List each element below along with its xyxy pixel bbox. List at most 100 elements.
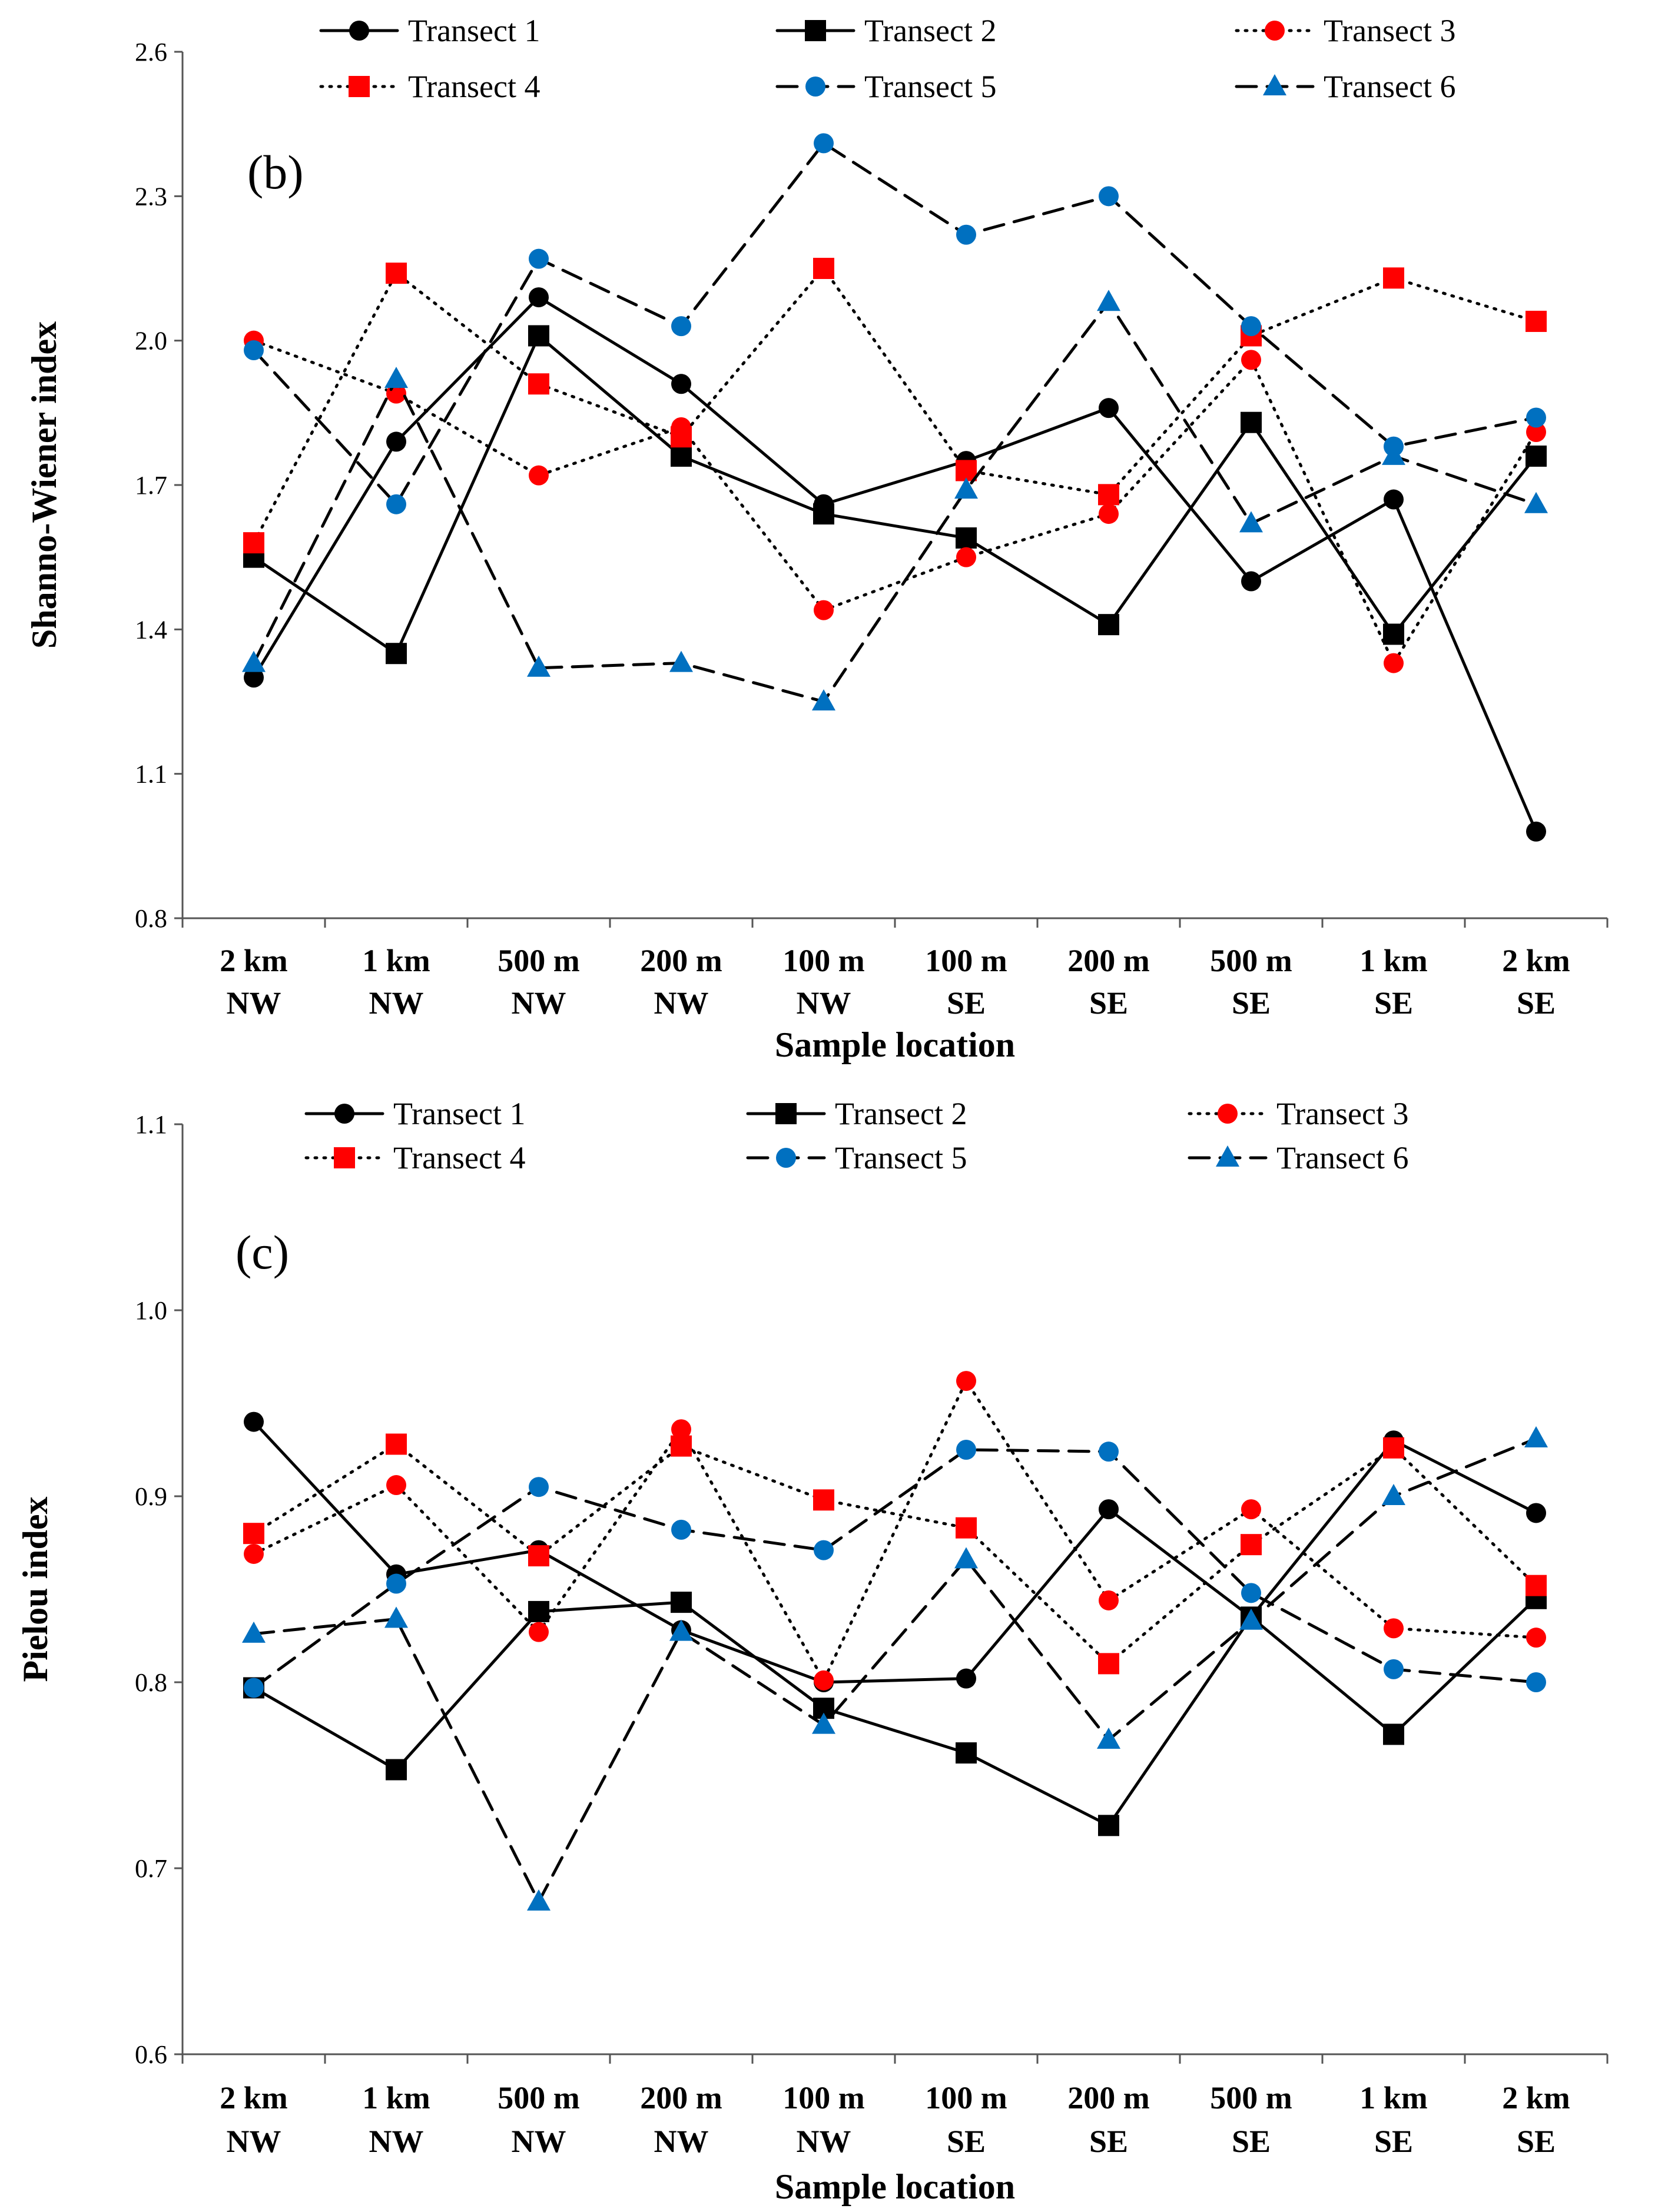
- data-point: [814, 600, 834, 620]
- data-point: [527, 1889, 551, 1911]
- legend-item: Transect 6: [1235, 69, 1456, 104]
- data-point: [671, 1519, 691, 1540]
- data-point: [671, 1435, 692, 1457]
- data-point: [1524, 1426, 1548, 1448]
- legend-item: Transect 1: [319, 13, 540, 48]
- data-point: [1526, 445, 1547, 467]
- legend-marker: [349, 21, 369, 41]
- x-category-label: 500 m SE: [1210, 943, 1292, 1021]
- legend-item: Transect 2: [775, 13, 997, 48]
- x-category-label: 2 km NW: [220, 943, 288, 1021]
- data-point: [956, 1440, 976, 1460]
- data-point: [386, 494, 406, 514]
- data-point: [1099, 1590, 1119, 1610]
- x-category-label: 1 km NW: [362, 943, 430, 1021]
- legend-label: Transect 4: [408, 69, 540, 104]
- legend-marker: [1218, 1104, 1238, 1124]
- y-tick-label: 0.7: [135, 1854, 167, 1883]
- y-tick-label: 1.4: [135, 615, 167, 644]
- data-point: [1526, 1672, 1546, 1692]
- data-point: [1097, 290, 1120, 311]
- legend-label: Transect 1: [408, 13, 540, 48]
- y-tick-label: 2.6: [135, 38, 167, 67]
- x-category-label: 200 m SE: [1067, 943, 1150, 1021]
- legend-label: Transect 3: [1324, 13, 1456, 48]
- data-point: [954, 1547, 978, 1569]
- data-point: [814, 1540, 834, 1560]
- series-6: [242, 290, 1548, 710]
- data-point: [1099, 1499, 1119, 1520]
- data-point: [527, 655, 551, 677]
- data-point: [244, 1678, 264, 1698]
- legend-label: Transect 6: [1324, 69, 1456, 104]
- data-point: [1526, 310, 1547, 332]
- data-point: [1099, 398, 1119, 419]
- data-point: [243, 1523, 264, 1545]
- data-point: [671, 316, 691, 337]
- data-point: [956, 527, 977, 549]
- data-point: [1098, 484, 1119, 506]
- data-point: [529, 1622, 549, 1642]
- series-line: [252, 1443, 1538, 1665]
- legend-label: Transect 2: [835, 1096, 967, 1131]
- data-point: [1241, 350, 1261, 370]
- data-point: [1384, 489, 1404, 510]
- x-category-label: 2 km NW: [220, 2080, 288, 2159]
- series-line: [252, 141, 1538, 506]
- data-point: [956, 1517, 977, 1539]
- data-point: [386, 263, 407, 284]
- data-point: [669, 650, 693, 672]
- legend-item: Transect 2: [746, 1096, 967, 1131]
- legend-label: Transect 2: [864, 13, 997, 48]
- series-line: [252, 300, 1538, 703]
- data-point: [1098, 614, 1119, 636]
- data-point: [1383, 267, 1404, 289]
- legend-label: Transect 6: [1276, 1140, 1409, 1175]
- y-tick-label: 0.9: [135, 1482, 167, 1511]
- series-3: [244, 1371, 1546, 1690]
- data-point: [812, 689, 835, 710]
- data-point: [243, 532, 264, 554]
- data-point: [529, 248, 549, 269]
- y-tick-label: 1.7: [135, 471, 167, 500]
- x-category-label: 500 m NW: [498, 2080, 580, 2159]
- y-tick-label: 1.1: [135, 760, 167, 789]
- y-tick-label: 2.0: [135, 327, 167, 356]
- series-line: [252, 295, 1538, 833]
- data-point: [529, 465, 549, 486]
- legend-label: Transect 5: [835, 1140, 967, 1175]
- legend-label: Transect 1: [393, 1096, 526, 1131]
- x-category-label: 1 km NW: [362, 2080, 430, 2159]
- legend-item: Transect 3: [1235, 13, 1456, 48]
- data-point: [1097, 1727, 1120, 1749]
- legend-marker: [775, 1103, 797, 1124]
- series-line: [252, 1448, 1538, 1689]
- data-point: [956, 1668, 976, 1689]
- data-point: [813, 503, 834, 525]
- legend-marker: [1216, 1145, 1239, 1167]
- y-tick-label: 0.8: [135, 1668, 167, 1697]
- data-point: [244, 667, 264, 688]
- data-point: [814, 133, 834, 154]
- legend-item: Transect 4: [319, 69, 540, 104]
- data-point: [954, 477, 978, 499]
- series-line: [252, 1437, 1538, 1904]
- x-category-label: 2 km SE: [1502, 943, 1570, 1021]
- data-point: [528, 325, 549, 347]
- data-point: [1384, 653, 1404, 673]
- data-point: [1239, 511, 1263, 533]
- x-category-label: 200 m NW: [640, 943, 722, 1021]
- data-point: [1241, 571, 1261, 592]
- pielou-chart: 0.6 0.7 0.8 0.9 1.0 1.1 2 km NW 1 km NW 500 m NW 200…: [16, 1096, 1609, 2206]
- data-point: [386, 1759, 407, 1781]
- data-point: [529, 287, 549, 308]
- data-point: [1526, 1503, 1546, 1523]
- data-point: [528, 1545, 549, 1567]
- data-point: [529, 1477, 549, 1497]
- data-point: [386, 431, 406, 452]
- y-tick-label: 2.3: [135, 182, 167, 211]
- x-category-label: 1 km SE: [1359, 2080, 1428, 2159]
- data-point: [814, 1670, 834, 1690]
- data-point: [1526, 821, 1546, 842]
